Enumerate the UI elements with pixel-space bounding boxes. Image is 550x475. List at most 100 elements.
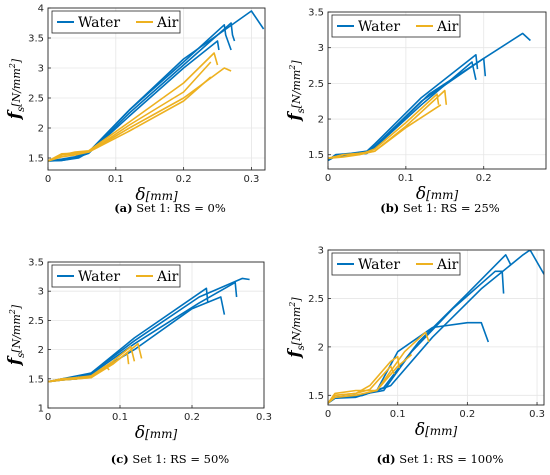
y-axis-label: fs[N/mm2] bbox=[285, 60, 307, 122]
caption-d: (d) Set 1: RS = 100% bbox=[330, 452, 550, 466]
y-axis-unit-sup: 2 bbox=[8, 309, 17, 315]
y-axis-unit-sup: 2 bbox=[8, 63, 17, 69]
x-axis-unit: [mm] bbox=[426, 188, 458, 202]
y-tick-label: 3 bbox=[318, 43, 324, 54]
caption-d-label: (d) bbox=[376, 452, 396, 466]
y-axis-unit: [N/mm bbox=[10, 68, 23, 106]
caption-b-text: Set 1: RS = 25% bbox=[402, 201, 500, 215]
axes-box bbox=[327, 249, 545, 406]
legend-box bbox=[51, 264, 181, 288]
y-tick-label: 2.5 bbox=[308, 294, 324, 305]
series-line-water bbox=[48, 287, 209, 383]
series-line-water bbox=[48, 10, 265, 162]
y-axis-unit: [N/mm bbox=[290, 70, 303, 108]
y-axis-symbol: f bbox=[5, 109, 25, 120]
x-tick-label: 0.1 bbox=[398, 173, 414, 184]
x-tick-label: 0.2 bbox=[459, 409, 475, 420]
series-line-air bbox=[328, 331, 430, 404]
y-tick-label: 1.5 bbox=[28, 374, 44, 385]
y-axis-label: fs[N/mm2] bbox=[285, 297, 307, 359]
series-line-air bbox=[328, 355, 400, 404]
x-tick-label: 0.1 bbox=[108, 174, 124, 185]
x-axis-symbol: δ bbox=[415, 420, 425, 440]
y-tick-label: 3.5 bbox=[28, 258, 44, 269]
y-axis-label: fs[N/mm2] bbox=[5, 304, 27, 366]
legend-label-air: Air bbox=[436, 19, 459, 35]
series-line-air bbox=[48, 351, 130, 383]
y-axis-unit-close: ] bbox=[10, 58, 23, 64]
series-line-water bbox=[328, 270, 505, 404]
x-tick-label: 0.2 bbox=[176, 174, 192, 185]
y-tick-label: 3 bbox=[38, 64, 44, 75]
series-group bbox=[48, 277, 250, 383]
caption-b-label: (b) bbox=[380, 201, 400, 215]
series-line-air bbox=[328, 104, 442, 160]
y-tick-label: 2 bbox=[38, 345, 44, 356]
x-axis-label: δ[mm] bbox=[135, 185, 178, 205]
x-axis-symbol: δ bbox=[135, 185, 145, 205]
series-group bbox=[328, 250, 544, 404]
x-axis-symbol: δ bbox=[416, 184, 426, 204]
y-axis-unit-close: ] bbox=[290, 297, 303, 303]
series-line-water bbox=[328, 32, 531, 162]
y-tick-label: 2 bbox=[318, 115, 324, 126]
series-line-air bbox=[328, 89, 448, 160]
y-tick-label: 1 bbox=[38, 404, 44, 415]
y-axis-unit: [N/mm bbox=[10, 314, 23, 352]
x-tick-label: 0.2 bbox=[476, 173, 492, 184]
y-tick-label: 2.5 bbox=[308, 79, 324, 90]
series-line-air bbox=[328, 93, 440, 160]
y-axis-label: fs[N/mm2] bbox=[5, 58, 27, 120]
legend-label-air: Air bbox=[156, 269, 179, 285]
x-axis-symbol: δ bbox=[135, 423, 145, 443]
y-tick-label: 3 bbox=[38, 287, 44, 298]
y-tick-label: 2 bbox=[38, 124, 44, 135]
caption-a-label: (a) bbox=[114, 201, 133, 215]
x-axis-label: δ[mm] bbox=[135, 423, 178, 443]
y-tick-label: 1.5 bbox=[308, 391, 324, 402]
x-axis-unit: [mm] bbox=[425, 424, 457, 438]
x-axis-unit: [mm] bbox=[145, 427, 177, 441]
y-axis-subscript: s bbox=[16, 353, 27, 358]
series-line-air bbox=[328, 365, 395, 404]
y-axis-unit-sup: 2 bbox=[288, 302, 297, 308]
y-axis-unit: [N/mm bbox=[290, 307, 303, 345]
legend-box bbox=[331, 14, 461, 38]
x-tick-label: 0.2 bbox=[184, 412, 200, 423]
y-tick-label: 3.5 bbox=[308, 8, 324, 19]
y-axis-unit-sup: 2 bbox=[288, 65, 297, 71]
caption-d-text: Set 1: RS = 100% bbox=[399, 452, 504, 466]
plot-b: 0 0.1 0.21.522.533.5δ[mm]fs[N/mm2]Water Air bbox=[285, 8, 547, 204]
y-tick-label: 2.5 bbox=[28, 94, 44, 105]
legend-label-water: Water bbox=[78, 15, 120, 31]
series-group bbox=[328, 32, 531, 162]
caption-a: (a) Set 1: RS = 0% bbox=[60, 201, 280, 215]
y-tick-label: 3 bbox=[318, 246, 324, 257]
x-tick-label: 0 bbox=[45, 174, 51, 185]
series-line-air bbox=[48, 67, 232, 162]
x-tick-label: 0 bbox=[45, 412, 51, 423]
x-axis-label: δ[mm] bbox=[415, 420, 458, 440]
caption-a-text: Set 1: RS = 0% bbox=[136, 201, 226, 215]
y-axis-subscript: s bbox=[16, 107, 27, 112]
plot-c: 0 0.1 0.2 0.311.522.533.5δ[mm]fs[N/mm2]Wate… bbox=[5, 258, 272, 444]
series-line-water bbox=[48, 40, 220, 162]
legend-label-water: Water bbox=[358, 257, 400, 273]
legend-label-water: Water bbox=[78, 269, 120, 285]
axes-box bbox=[47, 7, 266, 171]
plot-d: 0 0.1 0.2 0.31.522.53δ[mm]fs[N/mm2]Water Air bbox=[285, 246, 545, 441]
x-tick-label: 0.3 bbox=[243, 174, 259, 185]
y-tick-label: 1.5 bbox=[28, 154, 44, 165]
x-tick-label: 0 bbox=[325, 409, 331, 420]
series-line-air bbox=[48, 76, 212, 162]
plot-a: 0 0.1 0.2 0.31.522.533.54δ[mm]fs[N/mm2]Wate… bbox=[5, 4, 266, 205]
y-axis-symbol: f bbox=[5, 355, 25, 366]
series-line-water bbox=[328, 54, 479, 162]
caption-c: (c) Set 1: RS = 50% bbox=[60, 452, 280, 466]
legend-label-air: Air bbox=[156, 15, 179, 31]
legend-box bbox=[331, 252, 461, 276]
x-tick-label: 0.1 bbox=[390, 409, 406, 420]
y-tick-label: 3.5 bbox=[28, 34, 44, 45]
x-tick-label: 0.3 bbox=[256, 412, 272, 423]
